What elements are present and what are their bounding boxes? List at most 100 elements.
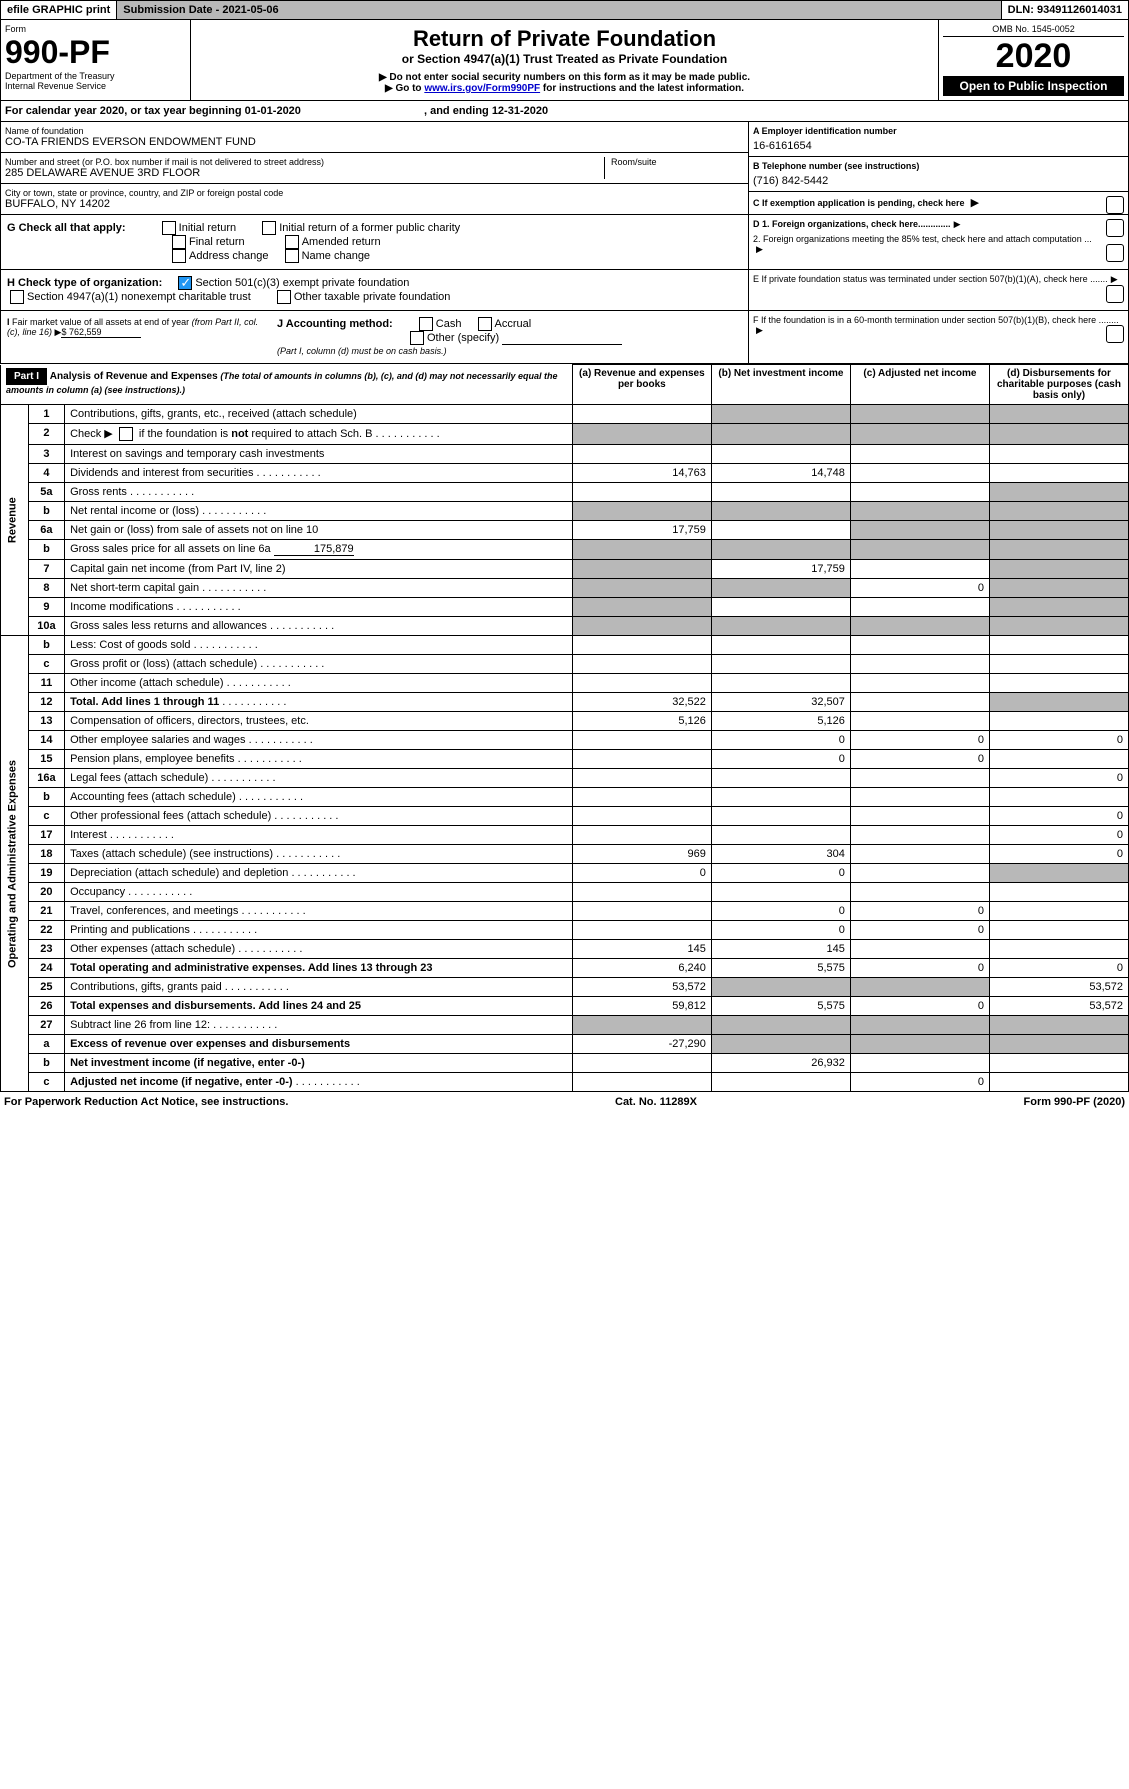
table-row: aExcess of revenue over expenses and dis…	[1, 1035, 1129, 1054]
cell-value	[711, 521, 850, 540]
chk-other-method[interactable]	[410, 331, 424, 345]
cell-value	[711, 483, 850, 502]
room-label: Room/suite	[611, 157, 744, 167]
j-note: (Part I, column (d) must be on cash basi…	[277, 346, 447, 356]
cell-value	[989, 617, 1128, 636]
cell-value: 0	[989, 807, 1128, 826]
cell-value	[711, 883, 850, 902]
cell-value	[850, 845, 989, 864]
line-description: Gross sales less returns and allowances	[65, 617, 573, 636]
checks-row-h: H Check type of organization: Section 50…	[0, 270, 1129, 311]
line-description: Subtract line 26 from line 12:	[65, 1016, 573, 1035]
table-row: cAdjusted net income (if negative, enter…	[1, 1073, 1129, 1092]
line-description: Interest on savings and temporary cash i…	[65, 445, 573, 464]
pending-label: C If exemption application is pending, c…	[753, 198, 965, 208]
chk-cash[interactable]	[419, 317, 433, 331]
chk-501c3[interactable]	[178, 276, 192, 290]
cell-value	[989, 693, 1128, 712]
cell-value	[989, 940, 1128, 959]
cell-value	[850, 674, 989, 693]
cell-value: 0	[989, 959, 1128, 978]
cell-value: -27,290	[572, 1035, 711, 1054]
cell-value: 0	[850, 959, 989, 978]
submission-date: Submission Date - 2021-05-06	[117, 1, 1001, 19]
cell-value: 304	[711, 845, 850, 864]
cell-value: 0	[711, 921, 850, 940]
cell-value: 0	[989, 845, 1128, 864]
cell-value	[989, 655, 1128, 674]
tax-year: 2020	[943, 37, 1124, 76]
table-row: 3Interest on savings and temporary cash …	[1, 445, 1129, 464]
line-number: b	[28, 788, 64, 807]
cell-value	[989, 424, 1128, 445]
line-number: 16a	[28, 769, 64, 788]
cell-value	[850, 405, 989, 424]
cell-value	[572, 883, 711, 902]
cell-value: 53,572	[989, 978, 1128, 997]
chk-final[interactable]	[172, 235, 186, 249]
chk-initial-pc[interactable]	[262, 221, 276, 235]
cell-value: 26,932	[711, 1054, 850, 1073]
line-description: Total operating and administrative expen…	[65, 959, 573, 978]
table-row: 17Interest 0	[1, 826, 1129, 845]
cell-value: 0	[711, 902, 850, 921]
part1-table: Part I Analysis of Revenue and Expenses …	[0, 364, 1129, 1092]
cell-value	[989, 674, 1128, 693]
chk-accrual[interactable]	[478, 317, 492, 331]
form-title: Return of Private Foundation	[197, 26, 932, 52]
cell-value	[850, 617, 989, 636]
cell-value	[572, 445, 711, 464]
table-row: 6aNet gain or (loss) from sale of assets…	[1, 521, 1129, 540]
line-number: 14	[28, 731, 64, 750]
name-label: Name of foundation	[5, 126, 744, 136]
line-number: 6a	[28, 521, 64, 540]
chk-4947[interactable]	[10, 290, 24, 304]
line-number: 24	[28, 959, 64, 978]
cell-value	[850, 788, 989, 807]
cell-value: 5,126	[572, 712, 711, 731]
cell-value	[572, 921, 711, 940]
chk-initial[interactable]	[162, 221, 176, 235]
pending-checkbox[interactable]	[1106, 196, 1124, 214]
cell-value	[572, 405, 711, 424]
cell-value	[850, 769, 989, 788]
d2-checkbox[interactable]	[1106, 244, 1124, 262]
foundation-name: CO-TA FRIENDS EVERSON ENDOWMENT FUND	[5, 136, 744, 148]
d1-checkbox[interactable]	[1106, 219, 1124, 237]
part1-badge: Part I	[6, 368, 47, 385]
chk-address[interactable]	[172, 249, 186, 263]
line-description: Excess of revenue over expenses and disb…	[65, 1035, 573, 1054]
e-checkbox[interactable]	[1106, 285, 1124, 303]
line-description: Contributions, gifts, grants, etc., rece…	[65, 405, 573, 424]
cell-value	[711, 674, 850, 693]
cell-value	[989, 502, 1128, 521]
line-description: Other employee salaries and wages	[65, 731, 573, 750]
phone-value: (716) 842-5442	[753, 175, 1124, 187]
cell-value	[850, 424, 989, 445]
line-description: Other income (attach schedule)	[65, 674, 573, 693]
cell-value	[989, 883, 1128, 902]
table-row: 25Contributions, gifts, grants paid 53,5…	[1, 978, 1129, 997]
cell-value	[711, 788, 850, 807]
footer-left: For Paperwork Reduction Act Notice, see …	[4, 1096, 288, 1108]
cell-value	[572, 674, 711, 693]
irs-link[interactable]: www.irs.gov/Form990PF	[424, 83, 540, 94]
cell-value	[850, 712, 989, 731]
top-bar: efile GRAPHIC print Submission Date - 20…	[0, 0, 1129, 20]
line-description: Net short-term capital gain	[65, 579, 573, 598]
cell-value	[989, 540, 1128, 560]
line-number: 7	[28, 560, 64, 579]
line-number: b	[28, 636, 64, 655]
f-checkbox[interactable]	[1106, 325, 1124, 343]
cell-value: 0	[711, 731, 850, 750]
table-row: 18Taxes (attach schedule) (see instructi…	[1, 845, 1129, 864]
cell-value	[711, 579, 850, 598]
line-number: 4	[28, 464, 64, 483]
cell-value: 145	[711, 940, 850, 959]
chk-other-taxable[interactable]	[277, 290, 291, 304]
cell-value: 0	[850, 579, 989, 598]
chk-amended[interactable]	[285, 235, 299, 249]
cell-value	[572, 502, 711, 521]
chk-name[interactable]	[285, 249, 299, 263]
table-row: cGross profit or (loss) (attach schedule…	[1, 655, 1129, 674]
